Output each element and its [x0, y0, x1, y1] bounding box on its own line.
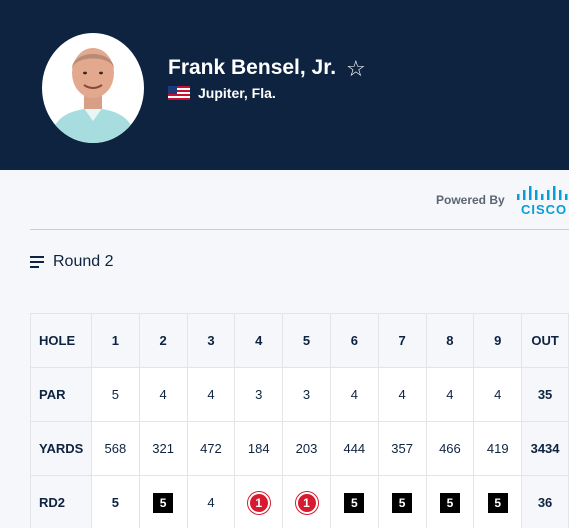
- yards-cell: 321: [138, 421, 188, 476]
- round-label: Round 2: [53, 253, 114, 270]
- score-bogey: 5: [439, 492, 460, 513]
- out-header: OUT: [521, 313, 569, 368]
- divider: [30, 229, 569, 230]
- score-bogey: 5: [153, 492, 174, 513]
- par-header: PAR: [30, 367, 92, 422]
- player-name: Frank Bensel, Jr.: [168, 56, 337, 79]
- us-flag-icon: [168, 86, 190, 100]
- score-cell: 5: [329, 475, 379, 528]
- score-cell: 5: [425, 475, 475, 528]
- round-selector[interactable]: Round 2: [30, 250, 114, 274]
- hole-number: 9: [473, 313, 523, 368]
- hole-header: HOLE: [30, 313, 92, 368]
- score-cell: 5: [138, 475, 188, 528]
- round-score-row: RD2 5 5 4 1 1 5 5 5 5 36: [30, 475, 569, 528]
- par-cell: 5: [90, 367, 140, 422]
- par-out: 35: [521, 367, 569, 422]
- score-par: 4: [207, 495, 215, 510]
- par-cell: 4: [473, 367, 523, 422]
- hole-number: 8: [425, 313, 475, 368]
- yards-header: YARDS: [30, 421, 92, 476]
- hole-number: 7: [377, 313, 427, 368]
- hole-number: 5: [282, 313, 331, 368]
- player-header: Frank Bensel, Jr. ☆ Jupiter, Fla.: [0, 0, 569, 170]
- score-par: 5: [111, 495, 119, 510]
- par-cell: 4: [377, 367, 427, 422]
- par-cell: 4: [329, 367, 379, 422]
- hole-number: 4: [234, 313, 284, 368]
- yards-cell: 472: [186, 421, 236, 476]
- star-outline-icon[interactable]: ☆: [346, 56, 366, 81]
- score-cell: 5: [473, 475, 523, 528]
- yards-cell: 184: [234, 421, 284, 476]
- par-cell: 4: [186, 367, 236, 422]
- round-header: RD2: [30, 475, 92, 528]
- par-cell: 4: [425, 367, 475, 422]
- hole-number: 1: [90, 313, 140, 368]
- yards-cell: 357: [377, 421, 427, 476]
- score-cell: 1: [234, 475, 284, 528]
- scorecard-table: HOLE 1 2 3 4 5 6 7 8 9 OUT PAR 5 4 4 3 3…: [30, 313, 569, 528]
- hole-number: 3: [186, 313, 236, 368]
- menu-icon: [30, 256, 44, 268]
- score-cell: 5: [377, 475, 427, 528]
- par-cell: 3: [282, 367, 331, 422]
- hole-row: HOLE 1 2 3 4 5 6 7 8 9 OUT: [30, 313, 569, 368]
- score-bogey: 5: [392, 492, 413, 513]
- yards-cell: 419: [473, 421, 523, 476]
- cisco-logo-icon[interactable]: [517, 184, 569, 216]
- yards-cell: 203: [282, 421, 331, 476]
- cisco-logo-text: CISCO: [521, 202, 568, 217]
- score-bogey: 5: [344, 492, 365, 513]
- par-cell: 4: [138, 367, 188, 422]
- yards-cell: 444: [329, 421, 379, 476]
- yards-out: 3434: [521, 421, 569, 476]
- par-row: PAR 5 4 4 3 3 4 4 4 4 35: [30, 367, 569, 422]
- score-cell: 5: [90, 475, 140, 528]
- score-bogey: 5: [487, 492, 508, 513]
- powered-by-label: Powered By: [436, 193, 505, 207]
- hole-number: 2: [138, 313, 188, 368]
- yards-row: YARDS 568 321 472 184 203 444 357 466 41…: [30, 421, 569, 476]
- yards-cell: 568: [90, 421, 140, 476]
- player-location: Jupiter, Fla.: [198, 85, 276, 101]
- player-avatar: [42, 33, 144, 143]
- score-cell: 1: [282, 475, 331, 528]
- score-ace: 1: [295, 491, 318, 514]
- score-out: 36: [521, 475, 569, 528]
- score-cell: 4: [186, 475, 236, 528]
- yards-cell: 466: [425, 421, 475, 476]
- par-cell: 3: [234, 367, 284, 422]
- hole-number: 6: [329, 313, 379, 368]
- score-ace: 1: [247, 491, 270, 514]
